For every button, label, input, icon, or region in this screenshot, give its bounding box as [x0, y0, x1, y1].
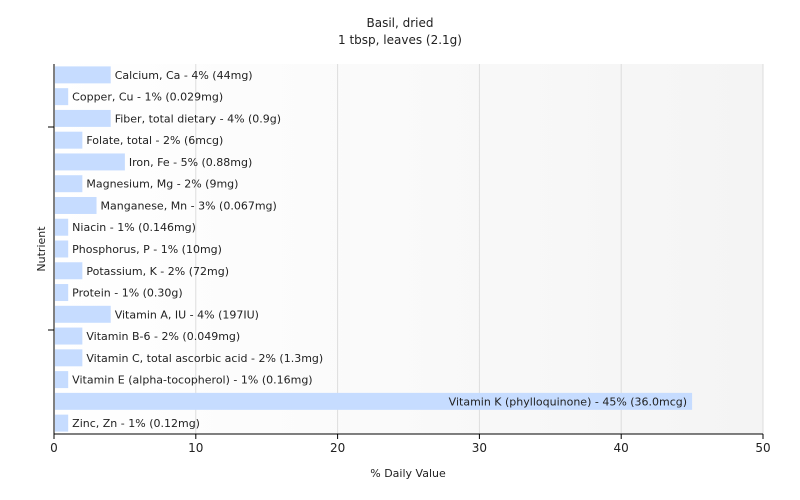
x-axis-label: % Daily Value: [370, 467, 446, 480]
bar: [55, 371, 69, 389]
bar-label: Copper, Cu - 1% (0.029mg): [72, 91, 223, 104]
bar-label: Zinc, Zn - 1% (0.12mg): [72, 417, 200, 430]
x-tick-label: 20: [330, 441, 345, 455]
chart-title: Basil, dried: [366, 16, 433, 30]
bar-label: Phosphorus, P - 1% (10mg): [72, 243, 222, 256]
x-tick-label: 40: [614, 441, 629, 455]
bar: [55, 349, 83, 367]
bar-label: Vitamin A, IU - 4% (197IU): [115, 308, 259, 321]
bar: [55, 262, 83, 280]
x-tick-label: 0: [50, 441, 58, 455]
bar-label: Manganese, Mn - 3% (0.067mg): [101, 199, 277, 212]
x-tick-label: 30: [472, 441, 487, 455]
bar: [55, 109, 111, 127]
x-axis-ticks: 0 10 20 30 40 50: [50, 434, 771, 455]
bar-label: Vitamin C, total ascorbic acid - 2% (1.3…: [86, 352, 323, 365]
bar-label: Folate, total - 2% (6mcg): [86, 134, 223, 147]
bar-label: Vitamin K (phylloquinone) - 45% (36.0mcg…: [449, 395, 687, 408]
bar: [55, 218, 69, 236]
chart-subtitle: 1 tbsp, leaves (2.1g): [338, 33, 462, 47]
bar: [55, 66, 111, 84]
bar: [55, 153, 125, 171]
bar: [55, 196, 97, 214]
bars: [55, 66, 693, 432]
bar: [55, 305, 111, 323]
bar-label: Iron, Fe - 5% (0.88mg): [129, 156, 252, 169]
bar: [55, 327, 83, 345]
bar: [55, 392, 693, 410]
plot-area: [54, 64, 763, 434]
bar: [55, 414, 69, 432]
bar-label: Fiber, total dietary - 4% (0.9g): [115, 112, 281, 125]
bar-label: Potassium, K - 2% (72mg): [86, 265, 229, 278]
x-tick-label: 50: [755, 441, 770, 455]
bar-label: Magnesium, Mg - 2% (9mg): [86, 178, 238, 191]
bar: [55, 131, 83, 149]
bar-label: Calcium, Ca - 4% (44mg): [115, 69, 253, 82]
bar: [55, 88, 69, 106]
bar-label: Vitamin E (alpha-tocopherol) - 1% (0.16m…: [72, 374, 312, 387]
bar-label: Protein - 1% (0.30g): [72, 287, 183, 300]
bar: [55, 175, 83, 193]
bar-label: Vitamin B-6 - 2% (0.049mg): [86, 330, 240, 343]
bar: [55, 284, 69, 302]
grid: [195, 64, 764, 434]
bar: [55, 240, 69, 258]
bar-label: Niacin - 1% (0.146mg): [72, 221, 196, 234]
x-tick-label: 10: [188, 441, 203, 455]
y-axis-label: Nutrient: [35, 226, 48, 272]
bar-labels: Calcium, Ca - 4% (44mg) Copper, Cu - 1% (…: [72, 69, 687, 430]
